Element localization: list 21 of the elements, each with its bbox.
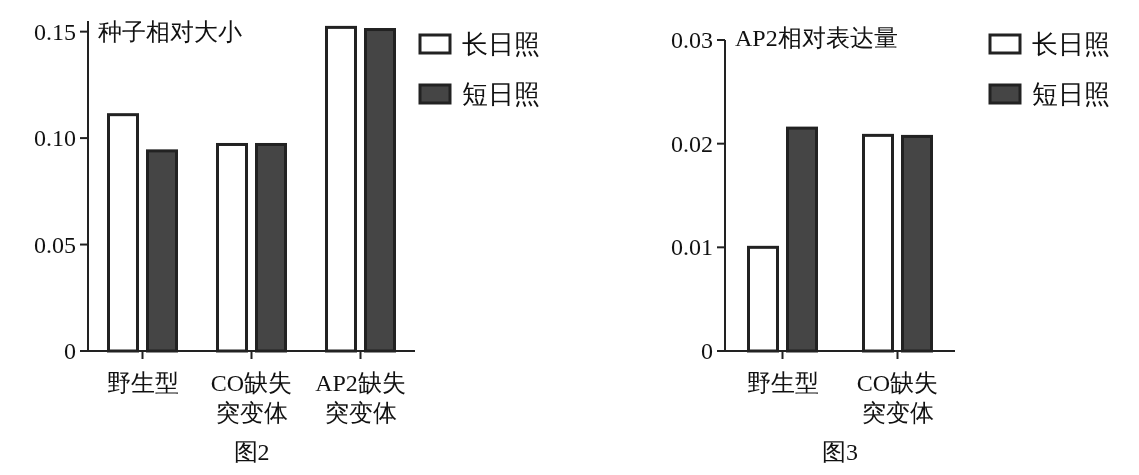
legend-label: 短日照 (462, 80, 540, 109)
legend-label: 长日照 (462, 30, 540, 59)
y-tick-label: 0.10 (34, 125, 76, 152)
y-axis-title: 种子相对大小 (98, 19, 242, 45)
x-tick-label: 野生型 (106, 370, 179, 396)
legend-label: 长日照 (1032, 30, 1110, 59)
caption: 图3 (822, 439, 858, 465)
y-tick-label: 0.02 (671, 130, 713, 157)
x-tick-label: AP2缺失突变体 (315, 370, 406, 426)
y-tick-label: 0.15 (34, 18, 76, 45)
y-tick-label: 0 (64, 338, 76, 364)
x-tick-label: CO缺失突变体 (210, 370, 293, 426)
y-tick-label: 0.05 (34, 231, 76, 258)
y-axis-title: AP2相对表达量 (735, 25, 898, 51)
x-tick-label: CO缺失突变体 (856, 370, 939, 426)
legend-label: 短日照 (1032, 80, 1110, 109)
x-tick-label: 野生型 (746, 370, 819, 396)
y-tick-label: 0.01 (671, 234, 713, 261)
y-tick-label: 0.03 (671, 27, 713, 53)
caption: 图2 (233, 439, 270, 465)
y-tick-label: 0 (701, 338, 713, 364)
